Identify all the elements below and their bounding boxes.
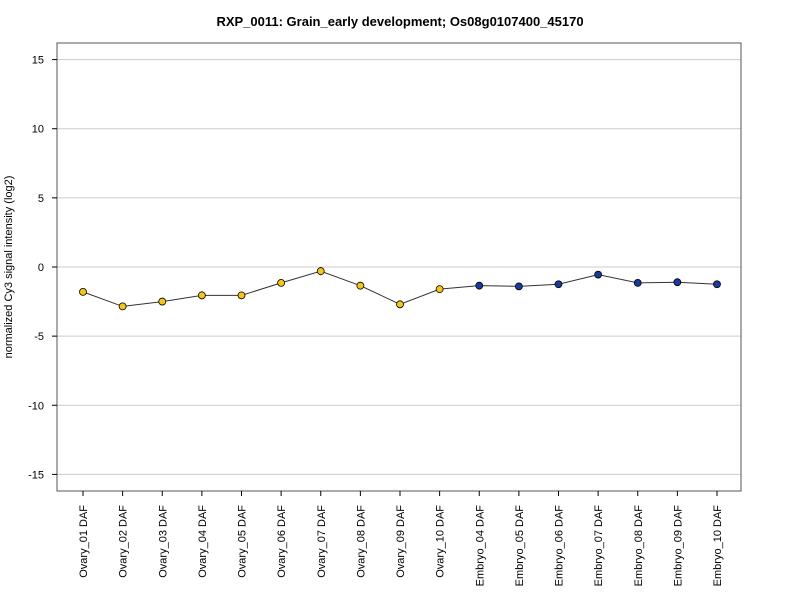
- x-tick-label: Embryo_07 DAF: [593, 505, 605, 587]
- data-points: [79, 267, 721, 311]
- y-tick-label: 5: [38, 193, 44, 205]
- data-point: [633, 279, 642, 287]
- data-point: [316, 267, 325, 276]
- x-tick-label: Ovary_09 DAF: [395, 505, 407, 578]
- data-point: [237, 291, 246, 300]
- data-point: [396, 300, 404, 309]
- y-tick-label: 15: [32, 55, 44, 67]
- y-axis: -15 -10 -5 0 5 10 15: [28, 55, 57, 481]
- x-tick-label: Ovary_07 DAF: [316, 505, 328, 578]
- data-point: [713, 280, 721, 289]
- data-point: [475, 281, 484, 290]
- data-point: [514, 282, 523, 291]
- chart-title: RXP_0011: Grain_early development; Os08g…: [216, 14, 584, 29]
- data-point: [79, 287, 87, 296]
- data-point: [197, 291, 206, 300]
- y-tick-label: -10: [28, 400, 44, 412]
- y-axis-label: normalized Cy3 signal intensity (log2): [3, 176, 15, 359]
- x-tick-label: Embryo_08 DAF: [633, 505, 645, 587]
- x-tick-label: Embryo_10 DAF: [712, 505, 724, 587]
- data-point: [158, 297, 167, 306]
- x-tick-label: Embryo_04 DAF: [474, 505, 486, 587]
- x-tick-label: Ovary_03 DAF: [157, 505, 169, 578]
- y-tick-label: 0: [38, 262, 44, 274]
- y-tick-label: 10: [32, 124, 44, 136]
- data-point: [435, 285, 444, 294]
- x-tick-label: Embryo_09 DAF: [672, 505, 684, 587]
- x-tick-label: Embryo_05 DAF: [514, 505, 526, 587]
- y-tick-label: -5: [34, 331, 44, 343]
- data-point: [594, 270, 603, 279]
- data-point: [118, 302, 127, 311]
- data-point: [277, 279, 286, 287]
- x-tick-label: Ovary_08 DAF: [355, 505, 367, 578]
- x-tick-label: Ovary_06 DAF: [276, 505, 288, 578]
- y-tick-label: -15: [28, 469, 44, 481]
- x-tick-label: Ovary_01 DAF: [78, 505, 90, 578]
- data-point: [356, 281, 365, 290]
- x-tick-label: Ovary_10 DAF: [435, 505, 447, 578]
- x-tick-label: Ovary_04 DAF: [197, 505, 209, 578]
- x-tick-label: Ovary_05 DAF: [237, 505, 249, 578]
- data-point: [673, 278, 682, 287]
- data-point: [554, 280, 563, 289]
- x-tick-label: Ovary_02 DAF: [118, 505, 130, 578]
- grid-lines: [57, 59, 741, 475]
- x-axis: Ovary_01 DAF Ovary_02 DAF Ovary_03 DAF Ovar…: [78, 491, 724, 586]
- x-tick-label: Embryo_06 DAF: [554, 505, 566, 587]
